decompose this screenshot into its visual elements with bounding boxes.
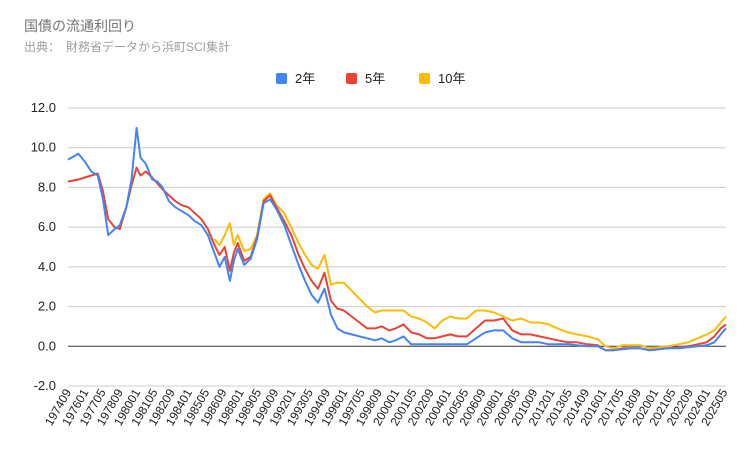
chart-title: 国債の流通利回り — [24, 18, 136, 34]
series-lines — [67, 126, 727, 352]
legend: 2年 5年 10年 — [276, 71, 465, 86]
legend-label: 2年 — [295, 71, 315, 86]
y-tick-label: -2.0 — [34, 378, 56, 393]
x-axis-ticks: 1974091976011977051978091980011981051982… — [42, 386, 731, 428]
legend-swatch — [346, 73, 357, 84]
chart-subtitle: 出典： 財務省データから浜町SCI集計 — [24, 40, 231, 54]
series-line-2年 — [67, 126, 727, 352]
y-tick-label: 10.0 — [31, 140, 56, 155]
legend-label: 5年 — [365, 71, 385, 86]
grid-lines — [68, 107, 726, 387]
y-tick-label: 4.0 — [38, 259, 56, 274]
y-tick-label: 8.0 — [38, 179, 56, 194]
y-tick-label: 12.0 — [31, 100, 56, 115]
y-tick-label: 2.0 — [38, 299, 56, 314]
y-axis-ticks: 12.0 10.0 8.0 6.0 4.0 2.0 0.0 -2.0 — [31, 100, 56, 393]
legend-label: 10年 — [438, 71, 465, 86]
legend-swatch — [276, 73, 287, 84]
y-tick-label: 6.0 — [38, 219, 56, 234]
y-tick-label: 0.0 — [38, 338, 56, 353]
legend-swatch — [419, 73, 430, 84]
series-line-10年 — [213, 192, 727, 350]
